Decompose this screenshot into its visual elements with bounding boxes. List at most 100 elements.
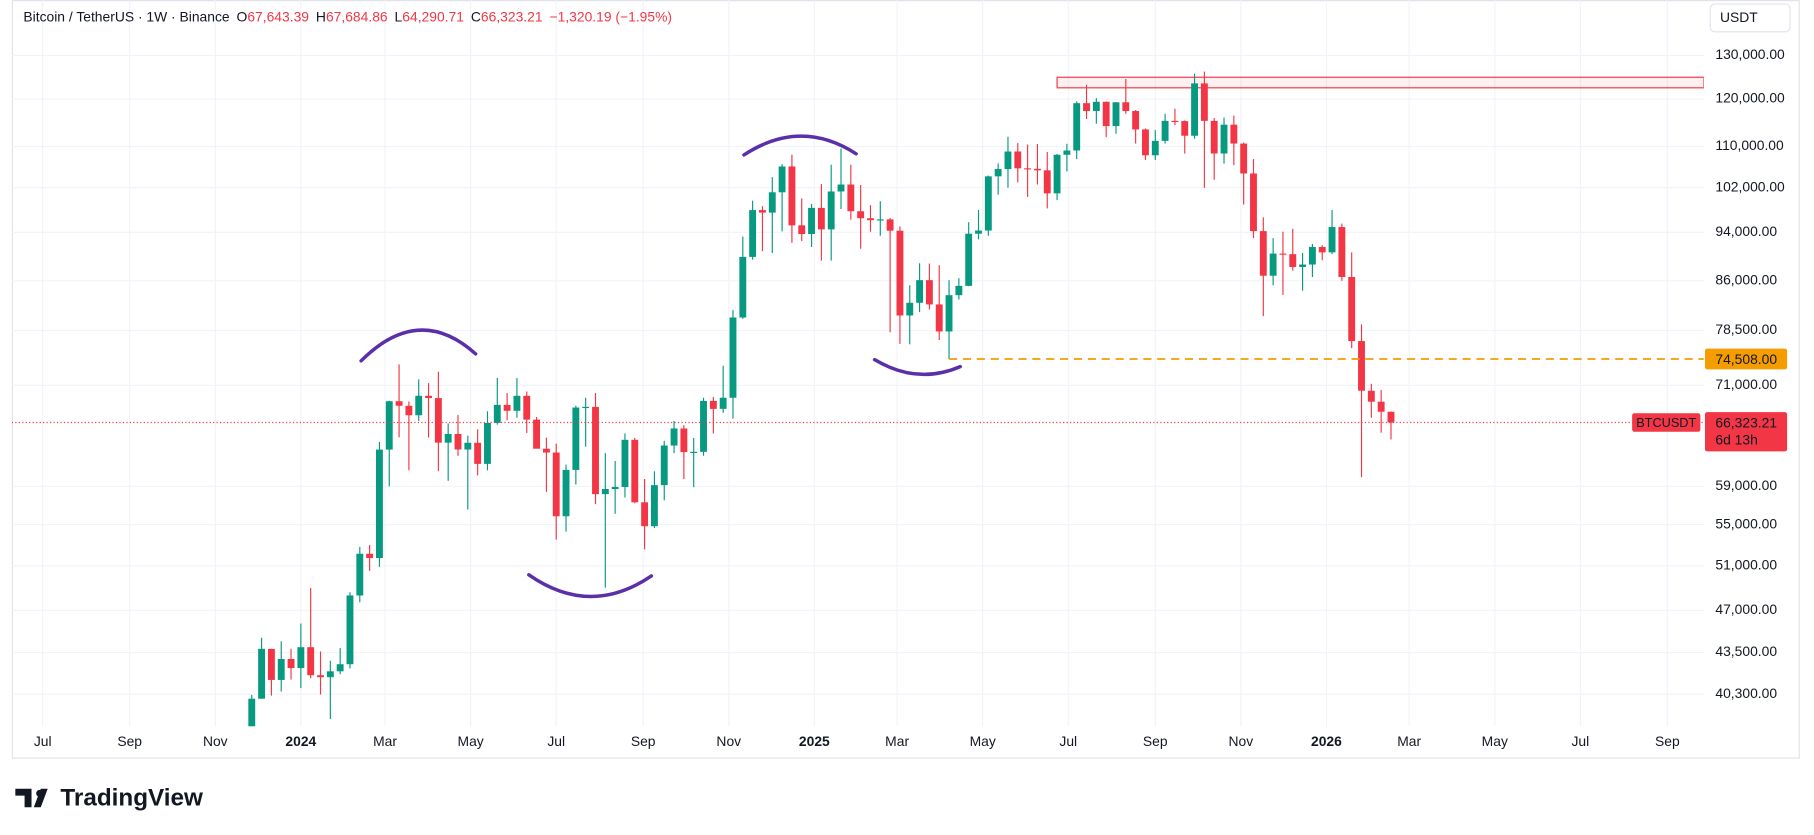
candle-body — [503, 404, 511, 411]
level-price-label: 74,508.00 — [1715, 351, 1777, 367]
y-tick-label: 78,500.00 — [1715, 321, 1777, 337]
x-tick-label: May — [1482, 733, 1508, 749]
candle-body — [945, 295, 953, 332]
grid — [11, 0, 1704, 727]
level-price-box — [1704, 348, 1788, 370]
candle-body — [405, 405, 413, 416]
candle-body — [1269, 253, 1277, 276]
candle-body — [434, 398, 442, 443]
y-tick-label: 94,000.00 — [1715, 223, 1777, 239]
candle-body — [425, 395, 432, 399]
ohlc-value: 67,684.86 — [326, 8, 388, 24]
symbol-tag-label: BTCUSDT — [1636, 415, 1696, 430]
candle-body — [1132, 111, 1140, 130]
chart-frame — [11, 0, 1800, 759]
candle-body — [621, 439, 629, 487]
candle-body — [1083, 103, 1090, 112]
candle-body — [1328, 227, 1336, 253]
candle-body — [660, 445, 668, 486]
candle-body — [1220, 124, 1228, 154]
candle-body — [1377, 401, 1385, 412]
candle-body — [817, 207, 825, 230]
candle-body — [277, 658, 285, 680]
candle-body — [1250, 173, 1257, 232]
y-tick-label: 51,000.00 — [1715, 556, 1777, 572]
candle-body — [1033, 168, 1041, 171]
ohlc-value: 64,290.71 — [402, 8, 464, 24]
candle-body — [925, 280, 933, 305]
candle-body — [356, 553, 364, 596]
ohlc-label: L — [395, 8, 403, 24]
candle-body — [1240, 143, 1248, 174]
x-tick-label: May — [458, 733, 484, 749]
candle-body — [611, 486, 619, 490]
candle-body — [788, 166, 796, 226]
candle-body — [1171, 120, 1179, 123]
candle-body — [631, 439, 639, 503]
candle-body — [366, 553, 374, 559]
candle-body — [1112, 102, 1120, 127]
y-tick-label: 130,000.00 — [1715, 46, 1785, 62]
y-tick-label: 110,000.00 — [1715, 137, 1784, 153]
candle-body — [798, 225, 806, 235]
candle-body — [562, 469, 570, 517]
candle-body — [1151, 140, 1159, 156]
logo-icon — [15, 788, 48, 808]
candle-body — [307, 647, 315, 676]
candle-body — [1230, 124, 1238, 144]
candle-body — [513, 395, 521, 411]
axes: 130,000.00 120,000.00 110,000.00 102,000.00… — [34, 46, 1788, 749]
countdown: 6d 13h — [1715, 432, 1757, 448]
candle-body — [1053, 154, 1061, 194]
candle-body — [700, 400, 707, 452]
y-tick-label: 55,000.00 — [1715, 515, 1777, 531]
symbol: Bitcoin / TetherUS · 1W · Binance — [23, 8, 229, 24]
y-tick-label: 86,000.00 — [1715, 271, 1777, 287]
candle-body — [572, 407, 580, 470]
candle-body — [778, 166, 786, 193]
candle-body — [935, 304, 943, 332]
candle-body — [533, 419, 541, 449]
candle-body — [1073, 103, 1081, 151]
candle-body — [493, 404, 501, 423]
x-tick-label: Sep — [117, 733, 142, 749]
candle-body — [317, 675, 324, 678]
candle-body — [739, 256, 747, 318]
candle-body — [582, 406, 590, 409]
candle-body — [984, 176, 992, 231]
brand-name: TradingView — [60, 785, 203, 812]
y-tick-label: 71,000.00 — [1715, 376, 1777, 392]
currency[interactable]: USDT — [1720, 9, 1758, 25]
candle-body — [1348, 276, 1356, 342]
currency-button[interactable] — [1709, 3, 1791, 33]
y-tick-label: 43,500.00 — [1715, 643, 1777, 659]
candle-body — [857, 211, 865, 219]
candle-body — [709, 400, 717, 409]
x-tick-label: 2026 — [1311, 733, 1342, 749]
last-price-box — [1704, 412, 1788, 452]
candle-body — [680, 428, 688, 453]
candle-body — [876, 219, 884, 221]
candle-body — [955, 285, 963, 296]
ohlc-label: H — [316, 8, 326, 24]
brand-logo: TradingView — [15, 785, 203, 812]
candle-body — [1102, 101, 1110, 127]
resistance-zone — [1056, 76, 1704, 89]
candle-body — [994, 169, 1002, 177]
candle-body — [896, 230, 904, 316]
candle-body — [808, 207, 815, 235]
change: −1,320.19 (−1.95%) — [550, 8, 673, 24]
y-tick-label: 59,000.00 — [1715, 477, 1777, 493]
candle-body — [759, 210, 766, 213]
candle-body — [650, 485, 658, 527]
arc-drawing — [872, 357, 962, 377]
x-tick-label: Mar — [885, 733, 909, 749]
candle-body — [690, 451, 698, 453]
legend-header: Bitcoin / TetherUS · 1W · Binance O67,643… — [23, 8, 672, 24]
y-tick-label: 120,000.00 — [1715, 90, 1785, 106]
candle-body — [975, 230, 982, 234]
x-tick-label: Sep — [631, 733, 656, 749]
candle-body — [1358, 341, 1365, 391]
candle-body — [965, 233, 973, 286]
